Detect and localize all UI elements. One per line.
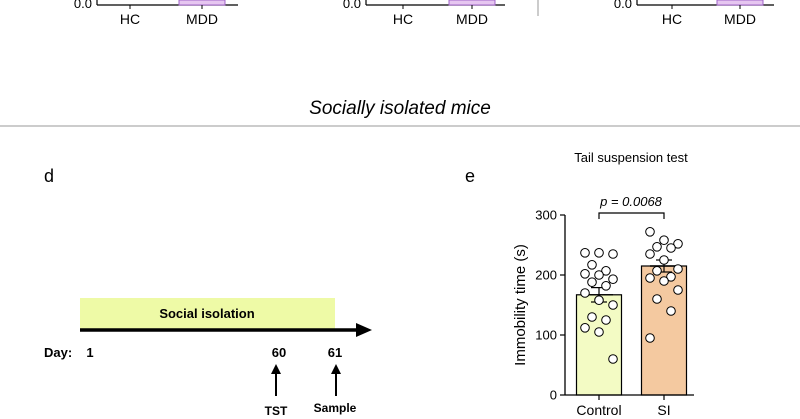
tst-y-axis-label: Immobility time (s)	[512, 244, 529, 366]
top-chart-1-xtick-hc: HC	[120, 11, 140, 27]
data-point	[601, 315, 611, 325]
bar-si	[640, 265, 688, 396]
data-point	[608, 354, 618, 364]
x-tick-label: SI	[657, 402, 670, 418]
data-point	[652, 242, 662, 252]
data-point	[645, 249, 655, 259]
top-chart-3-bar-mdd	[716, 0, 764, 6]
data-point	[601, 281, 611, 291]
panel-label-d: d	[44, 166, 55, 186]
y-tick-label: 300	[535, 208, 557, 223]
data-point	[659, 255, 669, 265]
data-point	[652, 266, 662, 276]
data-point	[608, 300, 618, 310]
tst-chart: 0 100 200 300 Control SI Immobility time (s)…	[512, 194, 694, 418]
data-point	[594, 248, 604, 258]
top-chart-3: 0.0 HC MDD	[614, 0, 774, 27]
y-tick-label: 0	[550, 388, 557, 403]
sample-arrow-head	[331, 364, 341, 374]
data-point	[608, 249, 618, 259]
x-tick-label: Control	[576, 402, 621, 418]
y-tick-label: 100	[535, 328, 557, 343]
section-title: Socially isolated mice	[309, 98, 491, 119]
bar-control	[575, 294, 623, 396]
data-point	[666, 243, 676, 253]
data-point	[673, 285, 683, 295]
day-prefix: Day:	[44, 345, 72, 360]
data-point	[601, 266, 611, 276]
data-point	[673, 239, 683, 249]
data-point	[587, 277, 597, 288]
data-point	[580, 323, 590, 333]
top-chart-2-xtick-hc: HC	[393, 11, 413, 27]
data-point	[594, 295, 604, 306]
day-1: 1	[86, 345, 93, 360]
data-point	[659, 276, 669, 286]
top-chart-3-xtick-hc: HC	[662, 11, 682, 27]
timeline-arrow-head	[356, 323, 372, 337]
data-point	[659, 235, 669, 245]
event-sample: Sample	[314, 401, 357, 415]
data-point	[587, 312, 597, 322]
significance-bracket	[598, 212, 665, 219]
top-chart-1: 0.0 HC MDD	[74, 0, 238, 27]
top-chart-3-xtick-mdd: MDD	[724, 11, 756, 27]
data-point	[587, 260, 597, 270]
y-tick-label: 200	[535, 268, 557, 283]
social-isolation-label: Social isolation	[159, 306, 254, 321]
event-tst: TST	[265, 404, 288, 418]
top-chart-1-xtick-mdd: MDD	[186, 11, 218, 27]
timeline-diagram: Social isolation Day: 1 60 61 TST Sample	[44, 298, 372, 418]
data-point	[645, 227, 655, 237]
top-chart-2-xtick-mdd: MDD	[456, 11, 488, 27]
social-isolation-bar	[80, 298, 335, 329]
data-point	[608, 274, 618, 285]
day-61: 61	[328, 345, 342, 360]
data-point	[580, 288, 590, 298]
data-point	[645, 333, 655, 343]
panel-label-e: e	[465, 166, 476, 186]
data-point	[594, 270, 604, 280]
data-point	[645, 273, 655, 283]
significance-p-value: p = 0.0068	[599, 194, 663, 209]
data-point	[580, 269, 590, 279]
top-chart-3-ytick: 0.0	[614, 0, 632, 11]
data-point	[666, 306, 676, 316]
top-chart-2-ytick: 0.0	[343, 0, 361, 11]
top-chart-1-bar-mdd	[178, 0, 226, 6]
top-chart-2: 0.0 HC MDD	[343, 0, 505, 27]
tst-chart-title: Tail suspension test	[574, 150, 688, 165]
top-chart-2-bar-mdd	[448, 0, 496, 6]
data-point	[594, 327, 604, 337]
data-point	[666, 272, 676, 282]
data-point	[580, 248, 590, 258]
top-chart-1-ytick: 0.0	[74, 0, 92, 11]
data-point	[673, 264, 683, 274]
data-point	[652, 294, 662, 304]
day-60: 60	[272, 345, 286, 360]
tst-arrow-head	[271, 364, 281, 374]
